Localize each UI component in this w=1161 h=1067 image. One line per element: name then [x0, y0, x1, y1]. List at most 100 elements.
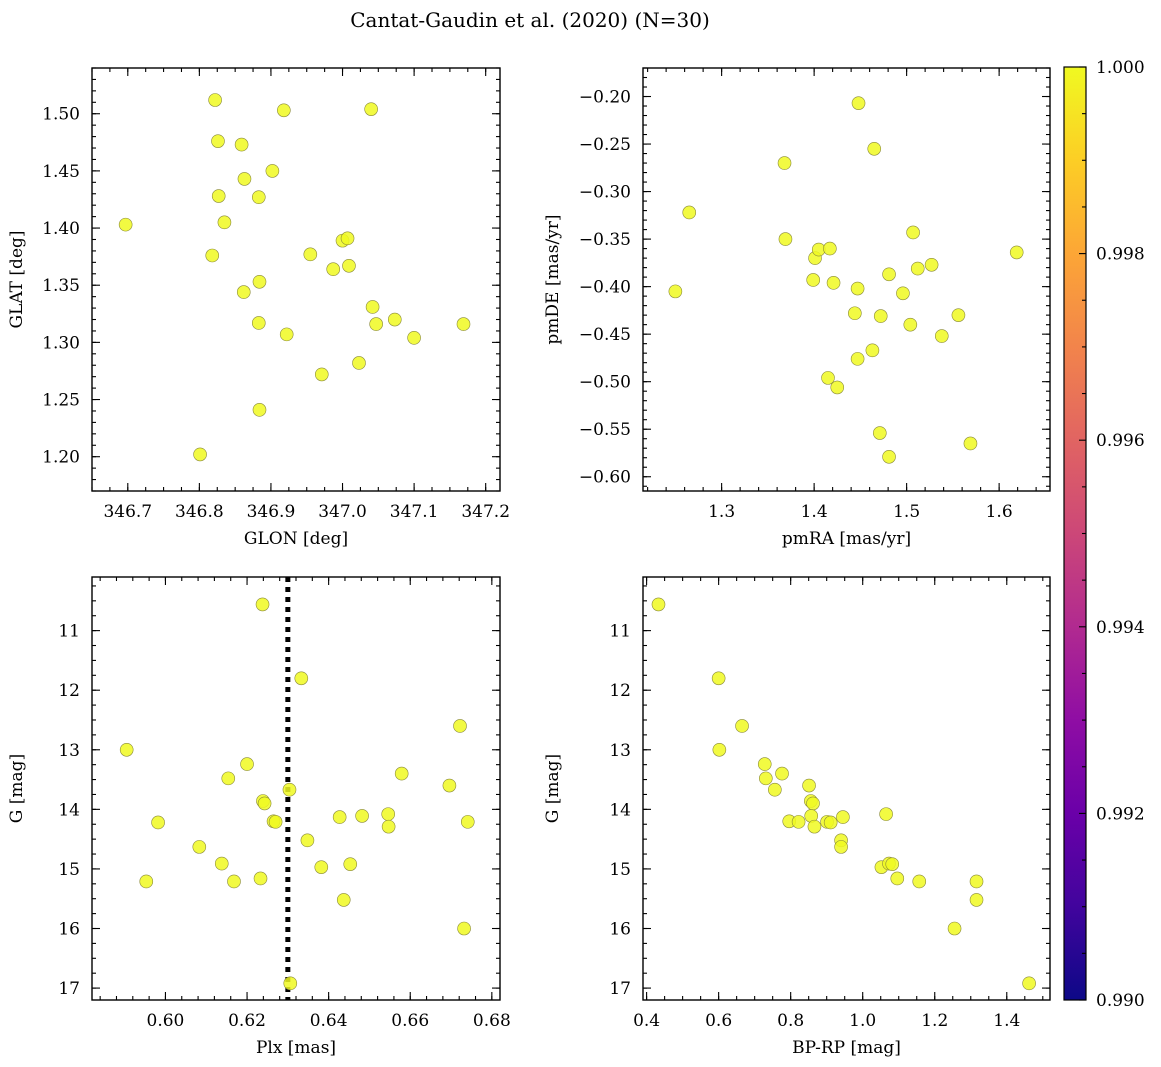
data-point	[326, 262, 341, 277]
data-point	[221, 771, 236, 786]
scatter-points	[119, 597, 475, 991]
data-point	[208, 93, 222, 107]
y-tick-label: 16	[58, 920, 80, 940]
data-point	[257, 796, 272, 811]
x-tick-label: 1.6	[986, 502, 1013, 522]
x-tick-label: 1.4	[801, 502, 828, 522]
x-tick-label: 347.0	[318, 502, 367, 522]
data-point	[850, 281, 865, 296]
x-tick-label: 346.7	[103, 502, 152, 522]
axis-ticks	[92, 577, 500, 1000]
colorbar-tick-label: 0.996	[1096, 431, 1145, 451]
colorbar-ticks	[1079, 66, 1086, 1001]
data-point	[456, 317, 471, 331]
data-point	[806, 796, 820, 811]
data-point	[118, 217, 133, 232]
data-point	[283, 976, 298, 991]
y-tick-label: 15	[609, 860, 631, 880]
data-point	[924, 257, 939, 272]
data-point	[882, 267, 896, 282]
data-point	[240, 757, 254, 771]
data-point	[850, 352, 865, 366]
data-point	[963, 436, 978, 451]
data-point	[227, 874, 241, 889]
y-tick-label: 1.45	[42, 162, 80, 182]
axis-ticks	[643, 67, 1050, 491]
colorbar-tick-label: 0.990	[1096, 991, 1145, 1011]
x-tick-label: 0.6	[705, 1011, 732, 1031]
y-tick-label: 1.30	[42, 333, 80, 353]
data-point	[381, 819, 396, 834]
x-tick-label: 0.64	[310, 1011, 348, 1031]
data-point	[821, 371, 835, 385]
data-point	[867, 141, 882, 156]
y-tick-label: −0.25	[579, 135, 631, 155]
data-point	[236, 285, 251, 299]
data-point	[303, 247, 318, 262]
data-point	[251, 316, 266, 330]
data-point	[457, 921, 471, 936]
data-point	[279, 327, 294, 342]
data-point	[910, 261, 925, 276]
x-tick-label: 347.2	[461, 502, 510, 522]
y-tick-label: 11	[609, 622, 631, 642]
data-point	[848, 306, 862, 321]
data-point	[352, 356, 366, 370]
data-point	[365, 300, 380, 314]
data-point	[896, 286, 910, 301]
data-point	[340, 231, 355, 246]
data-point	[777, 156, 792, 170]
data-point	[453, 719, 467, 733]
data-point	[252, 274, 267, 289]
data-point	[394, 766, 409, 781]
data-point	[342, 258, 356, 273]
data-point	[879, 807, 893, 821]
data-point	[234, 137, 249, 152]
data-point	[253, 871, 268, 886]
data-point	[885, 857, 900, 871]
scatter-points	[668, 96, 1024, 464]
data-point	[807, 819, 822, 834]
data-point	[369, 317, 383, 331]
x-tick-label: 346.8	[175, 502, 224, 522]
data-point	[757, 757, 772, 771]
x-tick-label: 1.3	[708, 502, 735, 522]
x-tick-label: 1.0	[849, 1011, 876, 1031]
data-point	[711, 671, 726, 686]
y-axis-label: pmDE [mas/yr]	[543, 214, 563, 344]
x-tick-label: 0.8	[777, 1011, 804, 1031]
data-point	[193, 447, 207, 462]
data-point	[651, 597, 666, 612]
x-tick-label: 1.4	[993, 1011, 1020, 1031]
data-point	[192, 840, 207, 854]
x-axis-label: pmRA [mas/yr]	[782, 529, 911, 549]
data-point	[903, 317, 918, 332]
x-tick-label: 0.68	[473, 1011, 511, 1031]
plot-frame	[91, 576, 501, 1001]
y-tick-label: 11	[58, 622, 80, 642]
x-axis-label: BP-RP [mag]	[792, 1038, 901, 1058]
x-tick-label: 346.9	[247, 502, 296, 522]
x-tick-label: 347.1	[390, 502, 439, 522]
y-tick-label: −0.40	[579, 278, 631, 298]
data-point	[969, 893, 984, 907]
y-tick-label: 1.25	[42, 391, 80, 411]
data-point	[265, 164, 280, 178]
y-tick-label: −0.20	[579, 88, 631, 108]
y-tick-label: 17	[58, 979, 80, 999]
y-axis-label: GLAT [deg]	[7, 230, 27, 328]
y-tick-label: −0.60	[579, 468, 631, 488]
data-point	[381, 807, 396, 821]
data-point	[119, 742, 134, 757]
data-point	[882, 449, 896, 464]
data-point	[255, 597, 270, 612]
data-point	[151, 815, 165, 830]
data-point	[906, 225, 920, 240]
data-point	[1022, 976, 1036, 991]
data-point	[947, 921, 962, 936]
y-tick-label: 12	[609, 681, 631, 701]
y-axis-label: G [mag]	[7, 754, 27, 823]
x-tick-label: 1.5	[893, 502, 920, 522]
y-tick-label: −0.50	[579, 373, 631, 393]
x-tick-label: 0.66	[391, 1011, 429, 1031]
